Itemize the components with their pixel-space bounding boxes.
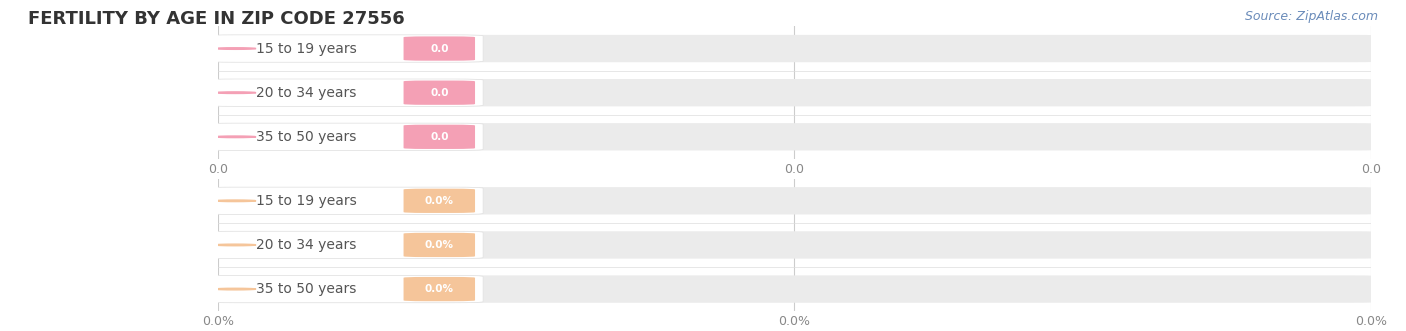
Text: 0.0%: 0.0%	[425, 240, 454, 250]
FancyBboxPatch shape	[404, 36, 475, 61]
FancyBboxPatch shape	[404, 125, 475, 149]
FancyBboxPatch shape	[404, 233, 475, 257]
Circle shape	[215, 244, 256, 246]
Text: Source: ZipAtlas.com: Source: ZipAtlas.com	[1244, 10, 1378, 23]
FancyBboxPatch shape	[207, 35, 484, 62]
FancyBboxPatch shape	[207, 123, 484, 151]
FancyBboxPatch shape	[404, 80, 475, 105]
FancyBboxPatch shape	[207, 275, 484, 303]
Circle shape	[215, 92, 256, 93]
FancyBboxPatch shape	[207, 123, 1382, 151]
FancyBboxPatch shape	[207, 231, 484, 259]
FancyBboxPatch shape	[207, 275, 1382, 303]
Text: 20 to 34 years: 20 to 34 years	[256, 86, 356, 100]
Text: 15 to 19 years: 15 to 19 years	[256, 194, 357, 208]
FancyBboxPatch shape	[207, 79, 484, 106]
Text: 0.0: 0.0	[430, 132, 449, 142]
FancyBboxPatch shape	[207, 187, 1382, 214]
Text: 35 to 50 years: 35 to 50 years	[256, 282, 356, 296]
Circle shape	[215, 200, 256, 202]
Text: 0.0: 0.0	[430, 44, 449, 54]
Circle shape	[215, 136, 256, 138]
Text: 0.0%: 0.0%	[425, 284, 454, 294]
Text: 0.0: 0.0	[430, 88, 449, 98]
FancyBboxPatch shape	[404, 277, 475, 301]
FancyBboxPatch shape	[207, 79, 1382, 106]
Text: 15 to 19 years: 15 to 19 years	[256, 42, 357, 56]
FancyBboxPatch shape	[207, 231, 1382, 259]
Circle shape	[215, 288, 256, 290]
FancyBboxPatch shape	[207, 187, 484, 214]
Text: 35 to 50 years: 35 to 50 years	[256, 130, 356, 144]
Circle shape	[215, 48, 256, 49]
FancyBboxPatch shape	[404, 189, 475, 213]
Text: 0.0%: 0.0%	[425, 196, 454, 206]
FancyBboxPatch shape	[207, 35, 1382, 62]
Text: FERTILITY BY AGE IN ZIP CODE 27556: FERTILITY BY AGE IN ZIP CODE 27556	[28, 10, 405, 28]
Text: 20 to 34 years: 20 to 34 years	[256, 238, 356, 252]
